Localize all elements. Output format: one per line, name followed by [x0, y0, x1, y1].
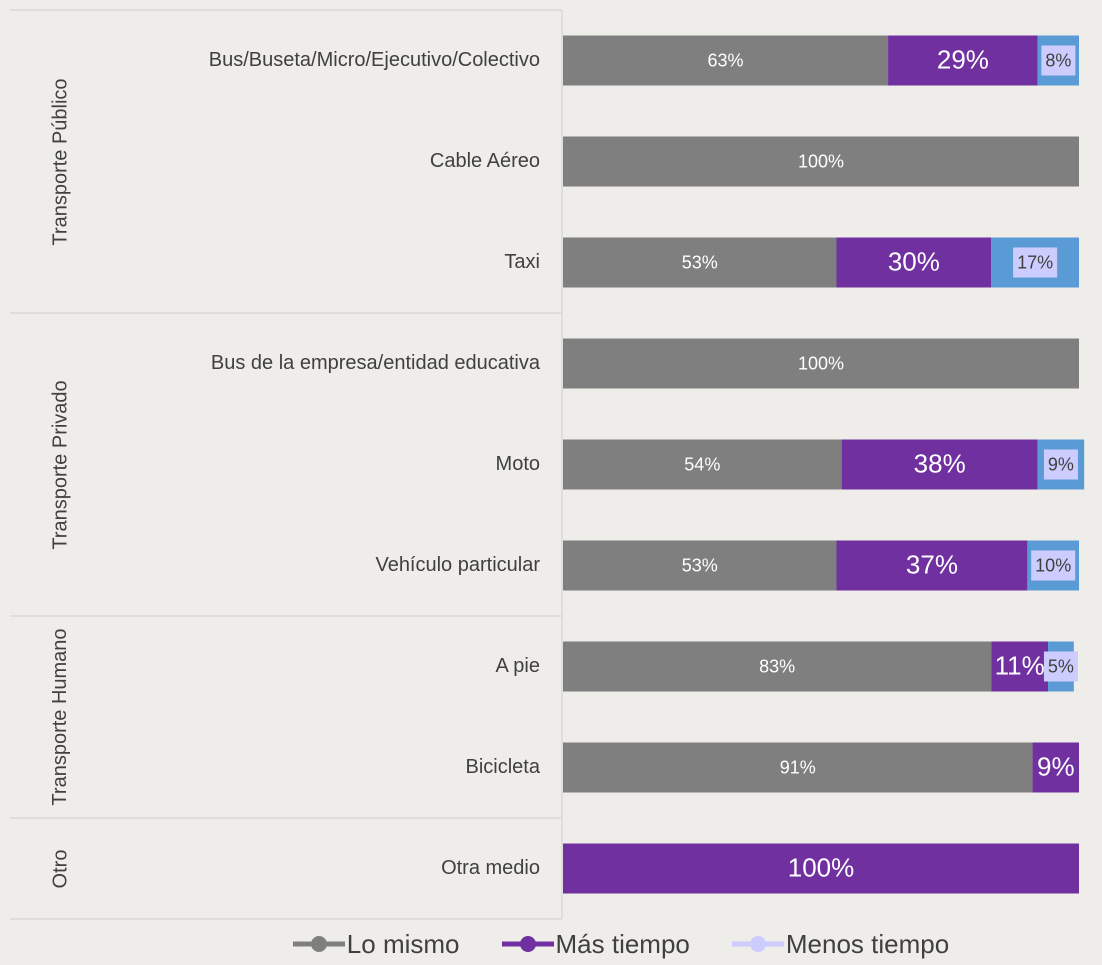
data-label: 53% [682, 555, 718, 575]
data-label: 54% [684, 454, 720, 474]
data-label-box [1043, 651, 1078, 682]
group-label: Transporte Privado [49, 379, 71, 550]
bar-segment [563, 742, 1033, 793]
legend-label: Más tiempo [555, 928, 690, 959]
data-label-box [1031, 550, 1076, 581]
data-label: 8% [1045, 50, 1071, 70]
bar-segment [563, 641, 992, 692]
category-label: A pie [496, 655, 540, 677]
data-label: 53% [682, 252, 718, 272]
legend-marker [501, 936, 554, 952]
legend-item: Más tiempo [500, 929, 690, 960]
bar-segment [563, 439, 842, 490]
data-label: 9% [1048, 454, 1074, 474]
category-label: Moto [496, 453, 540, 475]
bar-segment [563, 843, 1079, 894]
category-label: Taxi [504, 251, 540, 273]
chart: Bus/Buseta/Micro/Ejecutivo/Colectivo 63% 2… [10, 9, 1085, 920]
category-label: Bus de la empresa/entidad educativa [211, 352, 541, 374]
data-label: 5% [1048, 656, 1074, 676]
data-label: 29% [937, 44, 989, 74]
bar-segment [563, 540, 837, 591]
data-label: 100% [788, 852, 855, 882]
legend-item: Lo mismo [291, 929, 460, 960]
data-label: 100% [798, 353, 844, 373]
legend-marker [292, 936, 345, 952]
category-label: Vehículo particular [375, 554, 540, 576]
category-label: Bicicleta [466, 756, 541, 778]
data-label: 83% [759, 656, 795, 676]
bar-segment [991, 641, 1049, 692]
legend-label: Menos tiempo [785, 928, 950, 959]
data-label-box [1043, 449, 1078, 480]
data-label: 11% [995, 650, 1045, 680]
data-label: 37% [906, 549, 958, 579]
legend: Lo mismo Más tiempo Menos tiempo [120, 924, 1102, 964]
data-label-box [1013, 247, 1058, 278]
category-label: Bus/Buseta/Micro/Ejecutivo/Colectivo [209, 49, 540, 71]
bar-segment [563, 136, 1079, 187]
bar-segment [563, 338, 1079, 389]
bar-segment [836, 237, 992, 288]
legend-marker [731, 936, 784, 952]
category-label: Otra medio [441, 857, 540, 879]
data-label: 63% [708, 50, 744, 70]
category-label: Cable Aéreo [430, 150, 540, 172]
bar-segment [841, 439, 1038, 490]
bar-segment [836, 540, 1028, 591]
data-label: 91% [780, 757, 816, 777]
legend-item: Menos tiempo [730, 929, 949, 960]
data-label: 10% [1035, 555, 1071, 575]
data-label: 30% [888, 246, 940, 276]
data-label: 9% [1037, 751, 1075, 781]
data-label: 100% [798, 151, 844, 171]
group-label: Otro [49, 849, 71, 888]
bar-segment [563, 35, 889, 86]
group-label: Transporte Humano [49, 628, 71, 806]
bar-segment [1032, 742, 1079, 793]
data-label-box [1041, 45, 1076, 76]
bar-segment [888, 35, 1038, 86]
data-label: 17% [1017, 252, 1053, 272]
bar-segment [563, 237, 837, 288]
group-label: Transporte Público [49, 77, 71, 246]
legend-label: Lo mismo [346, 928, 460, 959]
data-label: 38% [914, 448, 966, 478]
